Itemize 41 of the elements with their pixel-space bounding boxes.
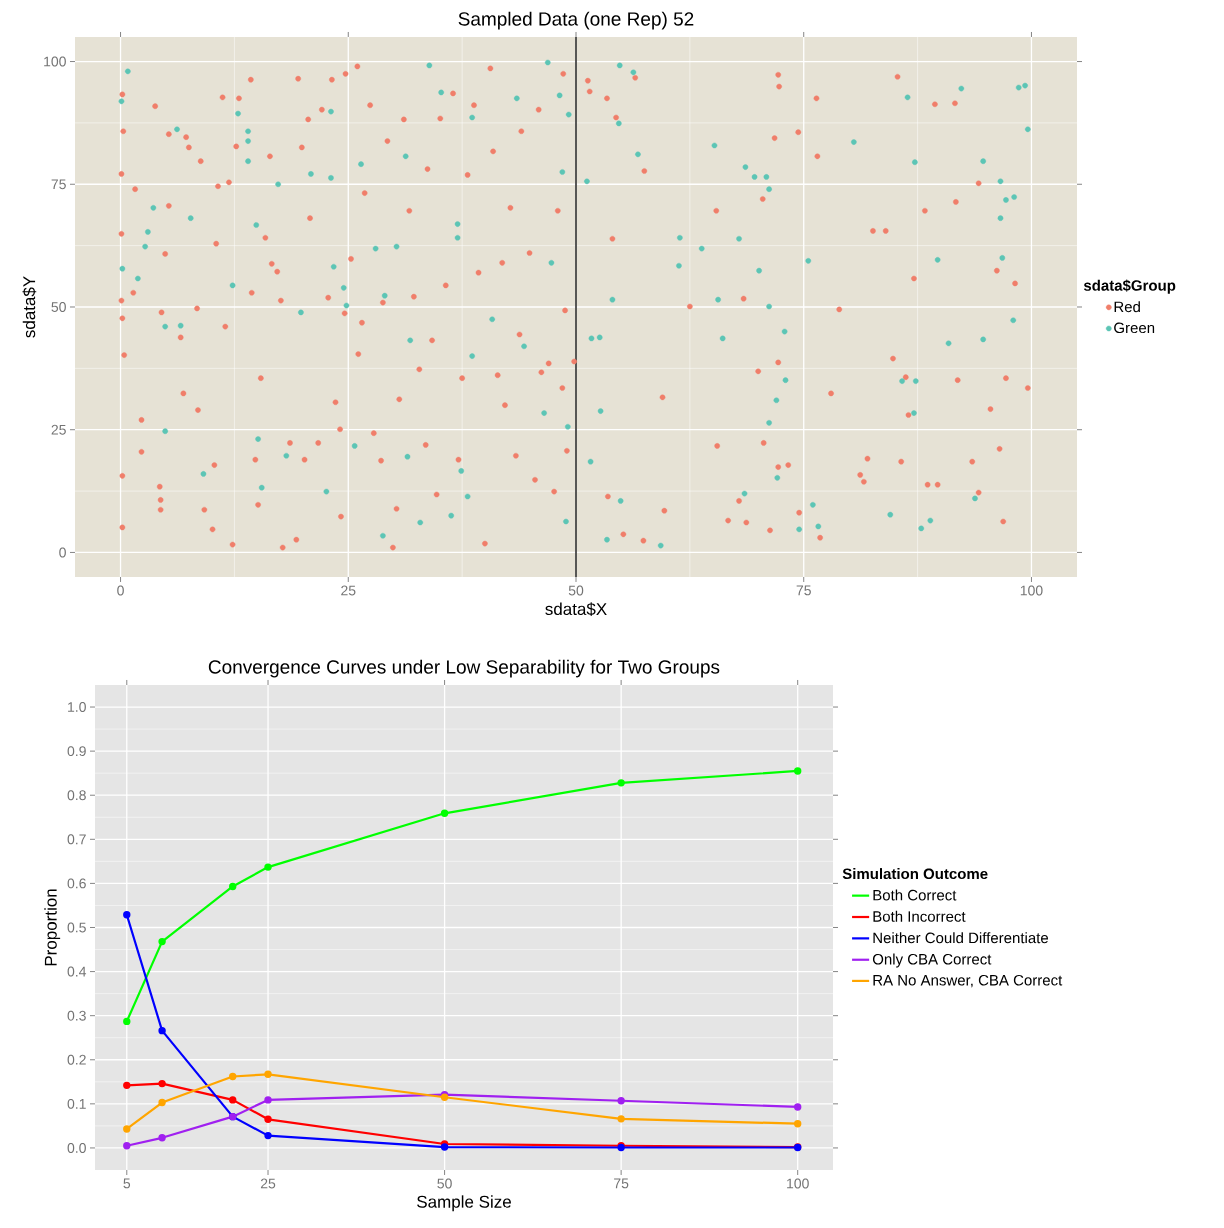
legend-label: RA No Answer, CBA Correct	[873, 974, 1063, 988]
y-tick-label: 0.3	[67, 1010, 86, 1021]
x-tick-label: 100	[1020, 585, 1043, 596]
chart-title: Sampled Data (one Rep) 52	[458, 11, 694, 30]
legend-label: Green	[1114, 322, 1155, 334]
legend-label: Only CBA Correct	[872, 953, 992, 968]
y-tick-label: 75	[51, 179, 66, 190]
x-tick-label: 25	[260, 1178, 276, 1189]
y-tick-label: 1.0	[68, 702, 86, 712]
x-tick-label: 50	[568, 585, 584, 596]
y-axis-title: sdata$Y	[22, 276, 37, 338]
x-tick-label: 5	[123, 1178, 131, 1189]
legend-label: Both Correct	[873, 889, 957, 901]
y-tick-label: 25	[51, 424, 66, 435]
x-tick-label: 75	[796, 585, 811, 596]
y-tick-label: 0.8	[67, 790, 86, 801]
y-tick-label: 100	[44, 56, 66, 67]
x-tick-label: 75	[614, 1178, 629, 1189]
y-tick-label: 0.1	[67, 1098, 86, 1109]
y-tick-label: 0.4	[67, 966, 87, 977]
x-tick-label: 100	[787, 1178, 809, 1189]
y-tick-label: 0	[59, 547, 66, 558]
y-tick-label: 0.6	[67, 878, 86, 889]
legend-title: Simulation Outcome	[842, 868, 988, 880]
y-tick-label: 0.0	[67, 1142, 86, 1153]
legend-label: Both Incorrect	[873, 910, 966, 922]
x-tick-label: 50	[437, 1178, 452, 1189]
x-tick-label: 0	[117, 585, 124, 596]
y-axis-title: Proportion	[44, 889, 61, 966]
chart-title: Convergence Curves under Low Separability for Two Groups	[208, 659, 720, 678]
legend-label: Neither Could Differentiate	[873, 932, 1049, 944]
legend-title: sdata$Group	[1083, 279, 1176, 294]
y-tick-label: 0.2	[67, 1054, 86, 1065]
x-axis-title: Sample Size	[417, 1195, 511, 1212]
x-axis-title: sdata$X	[545, 602, 607, 617]
y-tick-label: 0.5	[67, 922, 86, 933]
y-tick-label: 0.9	[67, 746, 86, 757]
legend-label: Red	[1114, 301, 1140, 313]
y-tick-label: 0.7	[67, 834, 86, 845]
x-tick-label: 25	[341, 585, 356, 596]
y-tick-label: 50	[51, 302, 66, 312]
